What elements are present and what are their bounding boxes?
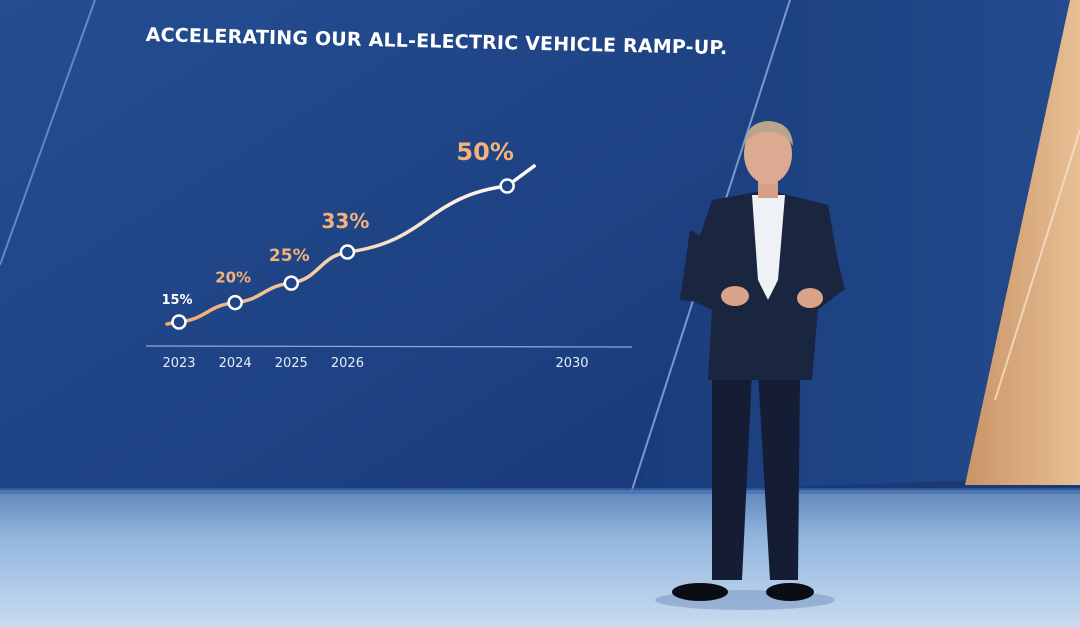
wood-panel xyxy=(965,0,1080,485)
data-point-2030 xyxy=(499,178,515,194)
data-point-2026 xyxy=(339,244,356,260)
data-point-2023 xyxy=(171,314,187,330)
stage-floor xyxy=(0,490,1080,627)
data-point-2025 xyxy=(283,275,300,291)
data-point-2024 xyxy=(227,294,243,311)
presenter xyxy=(655,121,845,610)
ev-share-chart: 15% 20% 25% 33% 50% 2023 2024 2025 2026 2030 xyxy=(145,138,633,371)
ev-share-curve xyxy=(165,164,536,326)
data-label-2026: 33% xyxy=(321,209,369,233)
x-axis-line xyxy=(145,345,633,348)
data-label-2023: 15% xyxy=(161,293,192,308)
data-label-2030: 50% xyxy=(456,138,513,166)
x-tick-2030: 2030 xyxy=(555,356,588,371)
wood-panel-edge xyxy=(994,129,1080,401)
x-tick-2025: 2025 xyxy=(275,356,308,371)
screen-edge-line-left xyxy=(0,0,96,266)
x-tick-2023: 2023 xyxy=(162,356,195,371)
floor-edge xyxy=(0,488,1080,494)
main-screen xyxy=(0,0,790,498)
data-label-2024: 20% xyxy=(215,269,251,287)
x-tick-2026: 2026 xyxy=(331,356,364,371)
data-label-2025: 25% xyxy=(269,246,310,266)
x-tick-2024: 2024 xyxy=(219,356,252,371)
